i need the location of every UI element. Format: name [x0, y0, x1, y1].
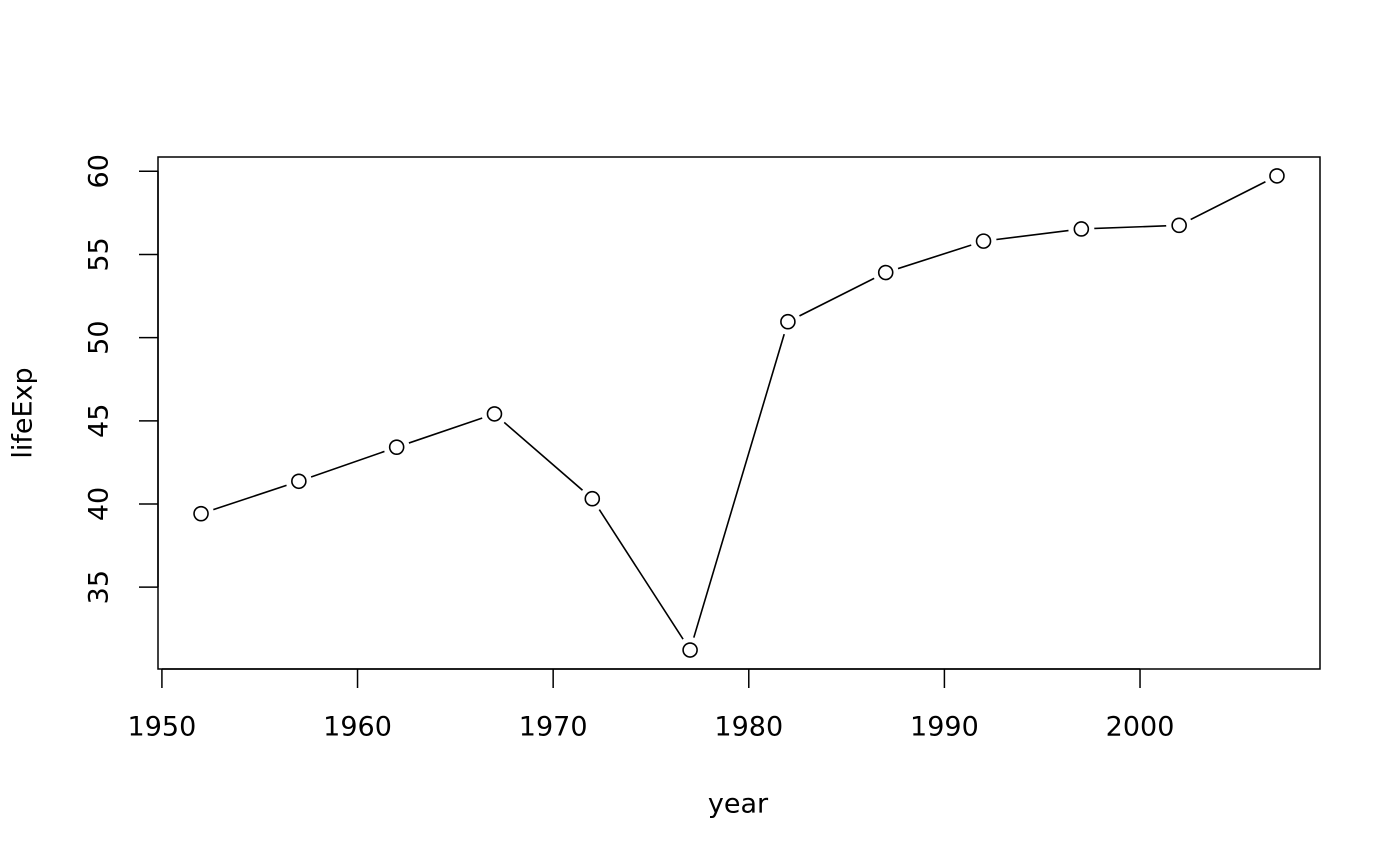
x-tick-label: 1950 [128, 712, 197, 743]
point [291, 473, 307, 490]
point [1269, 168, 1285, 184]
point [584, 490, 601, 507]
y-tick-label: 40 [84, 487, 115, 521]
point [682, 642, 698, 658]
point [1073, 221, 1090, 237]
y-tick-label: 60 [84, 154, 115, 188]
point [1171, 217, 1187, 234]
y-axis-title: lifeExp [8, 367, 39, 458]
point [193, 505, 209, 522]
y-tick-label: 55 [84, 237, 115, 271]
series-line [200, 175, 1278, 652]
x-tick-label: 1990 [910, 712, 979, 743]
y-tick-label: 50 [84, 320, 115, 354]
y-tick-label: 35 [84, 570, 115, 604]
x-tick-label: 1970 [519, 712, 588, 743]
y-tick-label: 45 [84, 404, 115, 438]
x-tick-label: 1960 [323, 712, 392, 743]
x-axis-title: year [708, 789, 769, 820]
point [388, 439, 405, 455]
plot-frame [157, 156, 1321, 670]
x-tick-label: 2000 [1106, 712, 1175, 743]
point [975, 233, 992, 249]
point [780, 313, 796, 330]
point [486, 406, 503, 422]
point [877, 264, 894, 281]
x-tick-label: 1980 [714, 712, 783, 743]
